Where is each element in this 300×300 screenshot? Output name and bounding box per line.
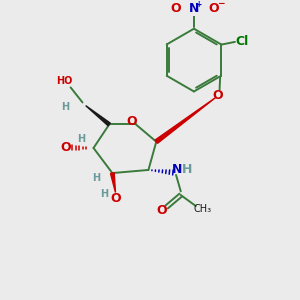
Text: O: O xyxy=(157,204,167,217)
Text: O: O xyxy=(170,2,181,15)
Polygon shape xyxy=(86,106,110,126)
Text: N: N xyxy=(172,164,182,176)
Text: O: O xyxy=(208,2,219,15)
Text: O: O xyxy=(127,115,137,128)
Text: N: N xyxy=(189,2,199,15)
Text: −: − xyxy=(217,0,224,8)
Text: HO: HO xyxy=(56,76,73,86)
Text: CH₃: CH₃ xyxy=(193,203,211,214)
Text: O: O xyxy=(213,89,223,102)
Text: H: H xyxy=(182,164,192,176)
Text: O: O xyxy=(60,141,70,154)
Polygon shape xyxy=(155,98,216,143)
Text: +: + xyxy=(196,0,202,9)
Text: H: H xyxy=(93,173,101,183)
Polygon shape xyxy=(110,173,116,193)
Text: Cl: Cl xyxy=(235,35,248,48)
Text: O: O xyxy=(111,192,122,205)
Text: H: H xyxy=(61,102,69,112)
Text: H: H xyxy=(77,134,86,144)
Text: H: H xyxy=(100,189,109,199)
